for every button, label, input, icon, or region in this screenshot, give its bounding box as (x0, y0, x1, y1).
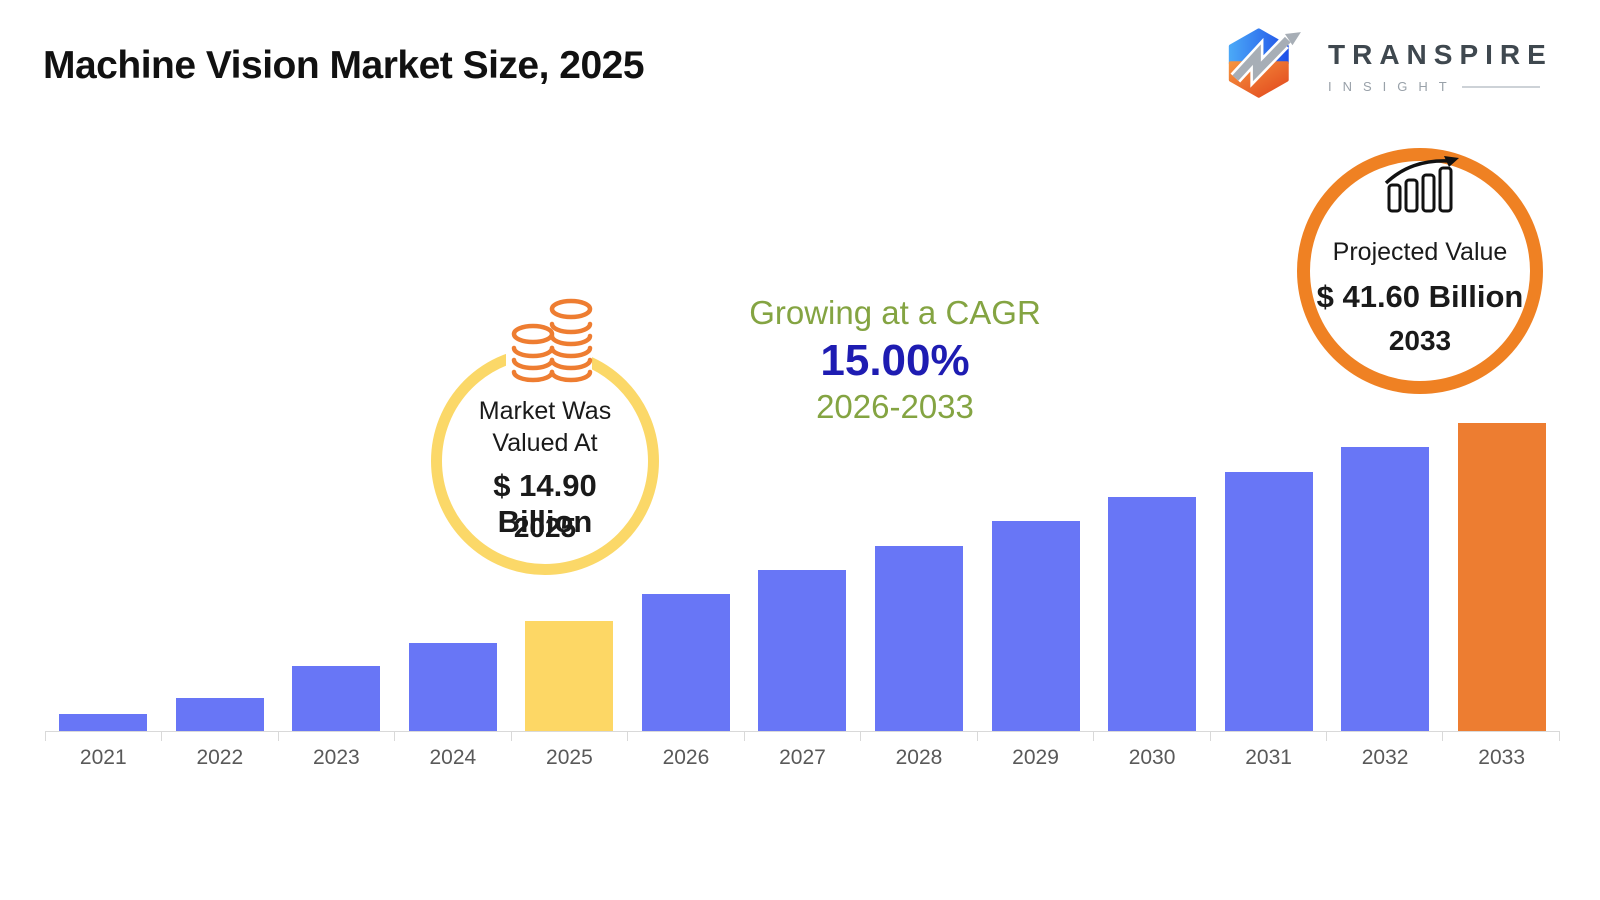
past-label-line2: Valued At (492, 429, 598, 457)
x-axis-label-2027: 2027 (779, 746, 826, 769)
axis-ticks (45, 732, 1560, 741)
plot-area (45, 423, 1560, 732)
bar-cell-2024 (395, 643, 512, 731)
bar-cell-2026 (628, 594, 745, 731)
x-axis-label-2021: 2021 (79, 746, 127, 769)
axis-tick (394, 732, 396, 741)
axis-tick (627, 732, 629, 741)
x-axis-label-2026: 2026 (662, 746, 710, 769)
bar-2027 (758, 570, 847, 731)
axis-tick (1325, 732, 1327, 741)
x-axis-label-2029: 2029 (1012, 746, 1059, 769)
growth-chart-icon (1384, 156, 1459, 213)
bar-2025 (525, 621, 614, 731)
axis-tick (1558, 732, 1560, 741)
bar-cell-2032 (1327, 447, 1444, 731)
bar-2031 (1224, 472, 1313, 731)
axis-tick (510, 732, 512, 741)
axis-tick (45, 732, 46, 741)
x-axis-label-2024: 2024 (429, 746, 477, 769)
axis-tick (1209, 732, 1211, 741)
axis-tick (976, 732, 978, 741)
brand-logo: TRANSPIRE INSIGHT (1226, 27, 1553, 101)
bar-cell-2027 (744, 570, 861, 731)
past-value-badge: Market Was Valued At $ 14.90 Billion 202… (431, 347, 659, 575)
axis-tick (277, 732, 279, 741)
future-year: 2033 (1388, 325, 1452, 356)
bar-2032 (1341, 447, 1430, 731)
bar-chart: 2021 2022 2023 2024 2025 2026 2027 2028 2029 2030… (45, 423, 1560, 770)
brand-logo-text: TRANSPIRE INSIGHT (1328, 27, 1553, 94)
x-axis-label-2031: 2031 (1245, 746, 1292, 769)
bar-cell-2033 (1443, 423, 1560, 731)
bar-2021 (59, 714, 148, 731)
x-axis-label-2022: 2022 (196, 746, 244, 769)
cagr-annotation: Growing at a CAGR 15.00% 2026-2033 (695, 294, 1095, 426)
bar-cell-2029 (977, 521, 1094, 731)
x-axis-label-2025: 2025 (546, 746, 593, 769)
bar-cell-2021 (45, 714, 162, 731)
cagr-label: Growing at a CAGR (749, 294, 1041, 331)
axis-tick (1093, 732, 1095, 741)
past-label-line1: Market Was (478, 397, 612, 425)
cagr-period: 2026-2033 (816, 388, 974, 425)
axis-tick (161, 732, 163, 741)
bar-cell-2030 (1094, 497, 1211, 731)
axis-tick (860, 732, 862, 741)
axis-tick (743, 732, 745, 741)
brand-tagline: INSIGHT (1328, 79, 1458, 94)
x-axis-label-2030: 2030 (1128, 746, 1176, 769)
future-value: $ 41.60 Billion (1316, 279, 1524, 314)
past-year: 2025 (513, 512, 577, 543)
bar-2029 (991, 521, 1080, 731)
x-axis-labels: 2021 2022 2023 2024 2025 2026 2027 2028 2029 2030… (45, 746, 1560, 770)
bar-2024 (408, 643, 497, 731)
brand-logo-icon (1228, 28, 1301, 98)
bar-2028 (874, 546, 963, 731)
bar-2022 (175, 698, 264, 731)
cagr-value: 15.00% (820, 336, 970, 385)
bar-cell-2022 (162, 698, 279, 731)
x-axis-label-2023: 2023 (312, 746, 360, 769)
bar-cell-2023 (278, 666, 395, 731)
logo-underline (1461, 85, 1540, 88)
bar-cell-2031 (1210, 472, 1327, 731)
x-axis-label-2033: 2033 (1478, 746, 1525, 769)
x-axis-label-2032: 2032 (1361, 746, 1409, 769)
page-title: Machine Vision Market Size, 2025 (43, 44, 645, 87)
bar-2030 (1108, 497, 1197, 731)
coins-icon (506, 298, 593, 383)
bar-cell-2028 (861, 546, 978, 731)
brand-name: TRANSPIRE (1328, 39, 1553, 70)
bar-cell-2025 (511, 621, 628, 731)
x-axis-label-2028: 2028 (895, 746, 943, 769)
bar-2033 (1457, 423, 1546, 731)
axis-tick (1442, 732, 1444, 741)
bar-2023 (292, 666, 381, 731)
future-label: Projected Value (1332, 238, 1508, 266)
past-value: $ 14.90 Billion (493, 468, 597, 539)
bar-2026 (641, 594, 730, 731)
